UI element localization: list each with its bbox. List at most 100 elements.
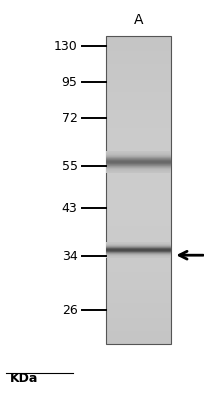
Bar — [106, 161, 171, 162]
Bar — [106, 257, 171, 258]
Bar — [106, 243, 171, 244]
Bar — [106, 206, 171, 208]
Bar — [106, 153, 171, 154]
Bar — [106, 318, 171, 321]
Bar — [106, 249, 171, 250]
Bar — [106, 182, 171, 185]
Bar — [106, 308, 171, 311]
Bar — [106, 190, 171, 192]
Bar — [106, 254, 171, 255]
Bar — [106, 241, 171, 244]
Bar — [106, 342, 171, 344]
Bar — [106, 231, 171, 234]
Bar — [106, 248, 171, 249]
Bar — [106, 54, 171, 56]
Bar — [106, 174, 171, 177]
Bar — [106, 72, 171, 74]
Bar — [106, 168, 171, 169]
Bar — [106, 163, 171, 164]
Bar — [106, 141, 171, 144]
Bar — [106, 105, 171, 108]
Bar — [106, 253, 171, 254]
Bar — [106, 69, 171, 72]
Bar — [106, 49, 171, 51]
Bar — [106, 257, 171, 259]
Bar — [106, 252, 171, 253]
Bar — [106, 162, 171, 163]
Bar — [106, 146, 171, 149]
Bar — [106, 153, 171, 154]
Bar — [106, 336, 171, 339]
Bar — [106, 116, 171, 118]
Bar — [106, 118, 171, 121]
Bar — [106, 180, 171, 182]
Bar — [106, 98, 171, 100]
Bar — [106, 334, 171, 336]
Bar — [106, 257, 171, 258]
Bar — [106, 244, 171, 245]
Bar — [106, 290, 171, 293]
Bar — [106, 162, 171, 163]
Bar — [106, 251, 171, 252]
Bar — [106, 144, 171, 146]
Bar — [106, 247, 171, 248]
Text: 34: 34 — [62, 250, 78, 262]
Bar — [106, 160, 171, 161]
Bar — [106, 152, 171, 154]
Bar — [106, 244, 171, 245]
Bar — [106, 228, 171, 231]
Bar — [106, 250, 171, 251]
Bar — [106, 151, 171, 152]
Bar — [106, 250, 171, 251]
Bar — [106, 167, 171, 170]
Bar — [106, 154, 171, 157]
Bar — [106, 51, 171, 54]
Bar — [106, 210, 171, 213]
Bar — [106, 159, 171, 160]
Bar — [106, 103, 171, 105]
Bar — [106, 267, 171, 270]
Bar — [106, 170, 171, 171]
Bar — [106, 250, 171, 251]
Bar — [106, 155, 171, 156]
Bar — [106, 163, 171, 164]
Bar — [106, 275, 171, 277]
Bar — [106, 154, 171, 155]
Bar — [106, 100, 171, 103]
Bar — [106, 221, 171, 223]
Bar — [106, 303, 171, 306]
Bar — [106, 41, 171, 44]
Bar — [106, 80, 171, 82]
Bar — [106, 154, 171, 155]
Bar — [106, 282, 171, 285]
Bar — [106, 82, 171, 85]
Bar — [106, 253, 171, 254]
Bar — [106, 254, 171, 255]
Bar — [106, 242, 171, 243]
Bar — [106, 324, 171, 326]
Bar — [106, 165, 171, 166]
Bar — [106, 151, 171, 152]
Bar — [106, 203, 171, 206]
Bar — [106, 244, 171, 246]
Bar — [106, 295, 171, 298]
Bar — [106, 90, 171, 92]
Bar — [106, 208, 171, 210]
Bar — [106, 164, 171, 165]
Text: 43: 43 — [62, 202, 78, 214]
Bar — [106, 257, 171, 258]
Bar — [106, 164, 171, 165]
Bar — [106, 246, 171, 247]
Bar — [106, 259, 171, 262]
Bar — [106, 171, 171, 172]
Bar — [106, 185, 171, 188]
Bar — [106, 249, 171, 252]
Bar — [106, 200, 171, 203]
Bar — [106, 113, 171, 116]
Bar — [106, 155, 171, 156]
Bar — [106, 110, 171, 113]
Bar — [106, 164, 171, 165]
Bar — [106, 300, 171, 303]
Bar — [106, 56, 171, 59]
Bar — [106, 134, 171, 136]
